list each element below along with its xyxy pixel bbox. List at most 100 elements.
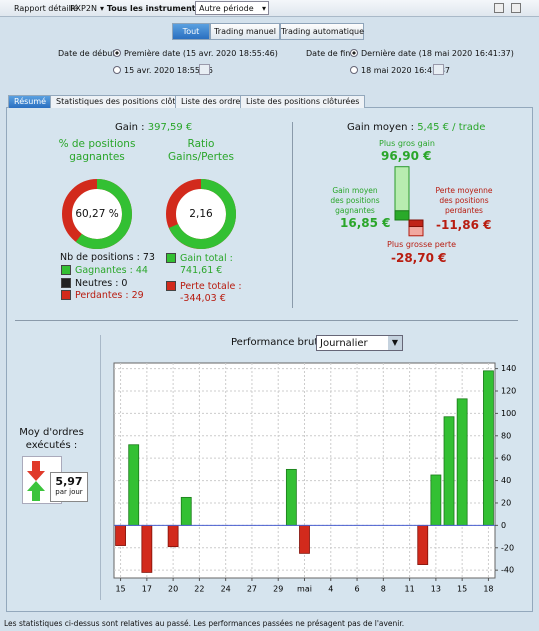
y-tick-label: 20 bbox=[501, 498, 511, 507]
win-rate: 60,27 % bbox=[75, 208, 119, 220]
start-label: Date de début : bbox=[58, 49, 121, 58]
legend-swatch bbox=[61, 278, 71, 288]
bar bbox=[443, 416, 455, 526]
y-tick-label: 140 bbox=[501, 364, 516, 373]
y-tick-label: -40 bbox=[501, 566, 514, 575]
avg-gain-bar bbox=[394, 210, 410, 221]
radio[interactable] bbox=[350, 66, 358, 74]
bar bbox=[299, 524, 310, 554]
bar bbox=[456, 398, 468, 526]
end-custom: 18 mai 2020 16:41:37 bbox=[361, 66, 451, 75]
arrows bbox=[27, 461, 45, 501]
radio[interactable] bbox=[350, 49, 358, 57]
bar bbox=[115, 524, 126, 546]
y-tick-label: 100 bbox=[501, 409, 516, 418]
tab[interactable]: Liste des positions clôturées bbox=[240, 95, 366, 108]
radio[interactable] bbox=[113, 66, 121, 74]
avg-loss-label: Perte moyenne des positions perdantes bbox=[435, 186, 493, 215]
x-tick-label: 17 bbox=[142, 585, 152, 594]
bar bbox=[141, 524, 153, 573]
x-tick-label: 29 bbox=[273, 585, 283, 594]
worst-value: -28,70 € bbox=[391, 251, 447, 265]
divider bbox=[100, 335, 101, 600]
losers: Perdantes : 29 bbox=[75, 290, 144, 301]
report-button[interactable]: Rapport détaillé bbox=[14, 4, 78, 13]
export-icon[interactable] bbox=[511, 3, 521, 13]
mode-tab[interactable]: Trading manuel bbox=[210, 23, 280, 40]
calendar-icon[interactable] bbox=[199, 64, 210, 75]
donut-gain bbox=[62, 179, 132, 249]
mode-tab[interactable]: Trading automatique bbox=[280, 23, 364, 40]
x-tick-label: 24 bbox=[221, 585, 231, 594]
legend-swatch bbox=[61, 290, 71, 300]
average-label: Gain moyen : bbox=[347, 122, 414, 133]
calendar-icon[interactable] bbox=[433, 64, 444, 75]
legend-swatch bbox=[166, 281, 176, 291]
x-tick-label: 8 bbox=[381, 585, 386, 594]
x-tick-label: 18 bbox=[483, 585, 493, 594]
y-tick-label: 60 bbox=[501, 454, 511, 463]
print-icon[interactable] bbox=[494, 3, 504, 13]
bar bbox=[285, 468, 297, 526]
y-tick-label: 40 bbox=[501, 476, 511, 485]
divider bbox=[15, 320, 518, 321]
x-tick-label: 4 bbox=[328, 585, 333, 594]
y-tick-label: 80 bbox=[501, 431, 511, 440]
x-tick-label: 15 bbox=[457, 585, 467, 594]
neutral: Neutres : 0 bbox=[75, 278, 128, 289]
bar bbox=[430, 474, 442, 526]
legend-swatch bbox=[61, 265, 71, 275]
bar bbox=[128, 444, 140, 526]
account[interactable]: RXP2N bbox=[70, 4, 97, 13]
radio[interactable] bbox=[113, 49, 121, 57]
instruments-label: Tous les instruments bbox=[106, 4, 201, 13]
loss-total-label: Perte totale : bbox=[180, 281, 242, 292]
period-select[interactable]: Journalier ▼ bbox=[316, 335, 403, 351]
gain-label: Gain : bbox=[115, 122, 145, 133]
period-select[interactable]: Autre période ▾ bbox=[195, 1, 269, 15]
bar bbox=[417, 524, 429, 565]
ratio-title: Ratio Gains/Pertes bbox=[168, 138, 234, 163]
start-custom: 15 avr. 2020 18:55:46 bbox=[124, 66, 213, 75]
x-tick-label: 22 bbox=[194, 585, 204, 594]
ratio-value: 2,16 bbox=[189, 208, 213, 220]
avg-loss-value: -11,86 € bbox=[436, 218, 492, 232]
y-tick-label: 0 bbox=[501, 521, 506, 530]
worst-label: Plus grosse perte bbox=[387, 240, 457, 249]
donuts bbox=[62, 179, 236, 249]
instruments[interactable]: ▾ Tous les instruments bbox=[100, 4, 201, 13]
best-label: Plus gros gain bbox=[379, 139, 435, 148]
x-tick-label: 20 bbox=[168, 585, 178, 594]
x-tick-label: 15 bbox=[115, 585, 125, 594]
x-tick-label: 13 bbox=[431, 585, 441, 594]
winners: Gagnantes : 44 bbox=[75, 265, 148, 276]
average: Gain moyen : 5,45 € / trade bbox=[347, 122, 485, 133]
positions: Nb de positions : 73 bbox=[60, 252, 155, 263]
average-value: 5,45 € / trade bbox=[417, 122, 486, 133]
start-first: Première date (15 avr. 2020 18:55:46) bbox=[124, 49, 278, 58]
best-value: 96,90 € bbox=[381, 149, 432, 163]
orders-value: 5,97 bbox=[55, 475, 83, 488]
bar bbox=[167, 524, 179, 548]
y-tick-label: -20 bbox=[501, 543, 514, 552]
x-tick-label: 11 bbox=[405, 585, 415, 594]
orders-box: 5,97 par jour bbox=[50, 472, 88, 502]
bar bbox=[180, 496, 192, 526]
x-tick-label: 27 bbox=[247, 585, 257, 594]
gain-total: 741,61 € bbox=[180, 265, 223, 276]
gain: Gain : 397,59 € bbox=[115, 122, 192, 133]
chart-title: Performance brute bbox=[231, 337, 325, 348]
win-title: % de positions gagnantes bbox=[58, 138, 136, 163]
avg-loss-bar bbox=[408, 219, 424, 228]
x-tick-label: mai bbox=[297, 585, 312, 594]
y-tick-label: 120 bbox=[501, 386, 516, 395]
bar bbox=[483, 370, 494, 526]
divider bbox=[292, 122, 293, 308]
x-tick-label: 6 bbox=[355, 585, 360, 594]
gain-value: 397,59 € bbox=[147, 122, 193, 133]
period-label: Autre période bbox=[199, 4, 254, 13]
mode-tab[interactable]: Tout bbox=[172, 23, 210, 40]
end-label: Date de fin : bbox=[306, 49, 356, 58]
period-label: Journalier bbox=[320, 338, 368, 349]
